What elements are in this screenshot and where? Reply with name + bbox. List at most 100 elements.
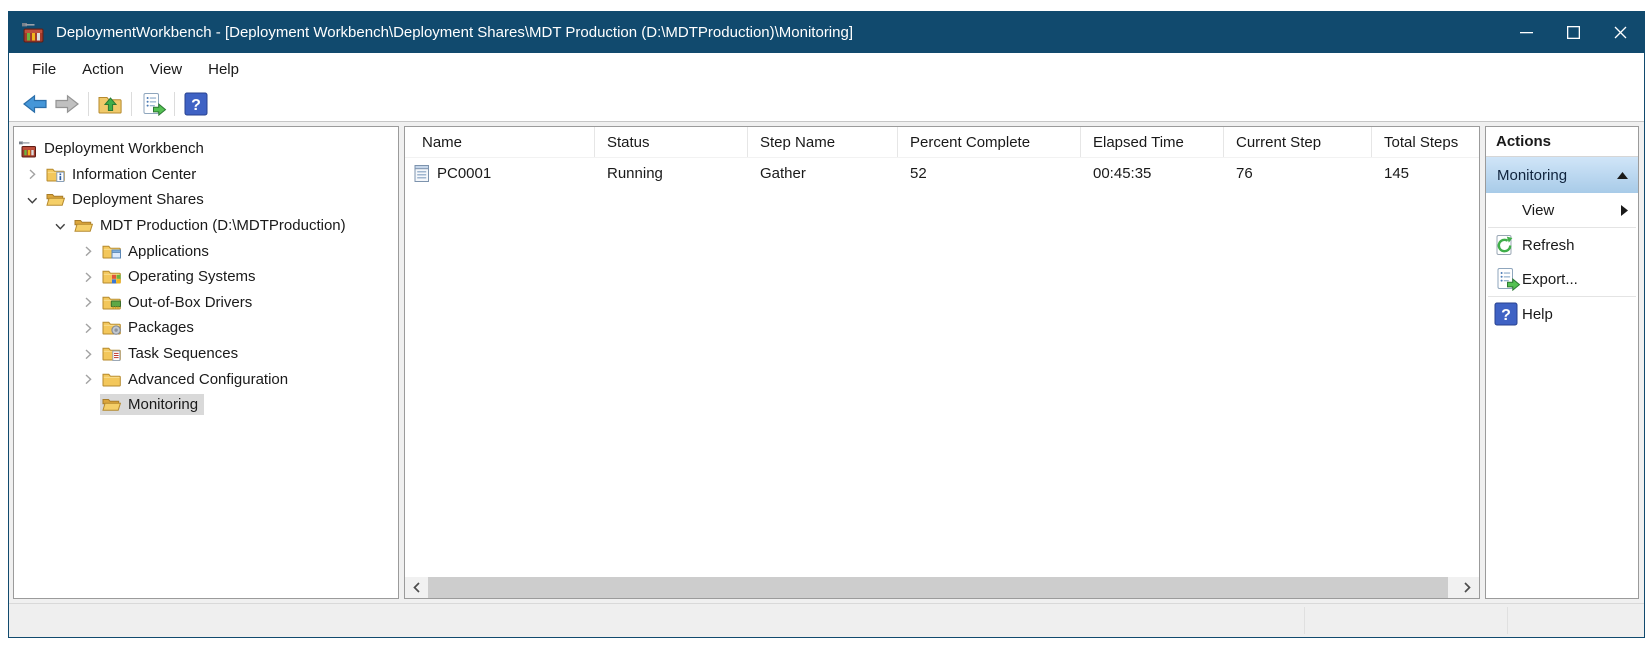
column-header-step-name[interactable]: Step Name: [748, 127, 898, 157]
chevron-right-icon[interactable]: [76, 294, 100, 310]
action-label: Refresh: [1522, 236, 1575, 254]
chevron-up-icon[interactable]: [1616, 171, 1629, 180]
computer-icon: [413, 164, 431, 183]
export-list-icon: [1494, 267, 1522, 291]
tree-item-monitoring[interactable]: Monitoring: [14, 392, 398, 418]
tree-item-content: Applications: [100, 241, 215, 262]
chevron-down-icon[interactable]: [20, 192, 44, 208]
action-label: Export...: [1522, 270, 1578, 288]
toolbar-separator: [174, 91, 175, 116]
export-list-button[interactable]: [137, 89, 169, 119]
up-one-level-button[interactable]: [94, 89, 126, 119]
actions-group-monitoring[interactable]: Monitoring: [1486, 157, 1638, 193]
list-body: PC0001 Running Gather 52 00:45:35 76 145: [405, 158, 1479, 188]
action-refresh[interactable]: Refresh: [1486, 228, 1638, 262]
tree-item-task-sequences[interactable]: Task Sequences: [14, 341, 398, 367]
toolbar: ?: [9, 86, 1644, 122]
status-bar-divider: [1507, 607, 1508, 634]
column-header-elapsed-time[interactable]: Elapsed Time: [1081, 127, 1224, 157]
scroll-right-button[interactable]: [1456, 577, 1479, 598]
tree-item-packages[interactable]: Packages: [14, 315, 398, 341]
tree-item-label: Deployment Workbench: [44, 140, 204, 158]
column-header-name[interactable]: Name: [405, 127, 595, 157]
actions-pane: Actions Monitoring View Refresh Export...?…: [1485, 126, 1639, 599]
tree-item-mdt-production-d-mdtproduction[interactable]: MDT Production (D:\MDTProduction): [14, 213, 398, 239]
minimize-button[interactable]: [1503, 12, 1550, 53]
tree-item-out-of-box-drivers[interactable]: Out-of-Box Drivers: [14, 290, 398, 316]
svg-text:?: ?: [1501, 307, 1511, 324]
forward-icon: [54, 93, 80, 115]
tree-item-label: Task Sequences: [128, 345, 239, 363]
column-header-label: Percent Complete: [910, 133, 1031, 151]
help-icon: ?: [1494, 302, 1522, 326]
cell-elapsed-time: 00:45:35: [1081, 165, 1224, 182]
workbench-icon: [18, 140, 42, 158]
tree-item-operating-systems[interactable]: Operating Systems: [14, 264, 398, 290]
tree-item-deployment-shares[interactable]: Deployment Shares: [14, 187, 398, 213]
back-button[interactable]: [19, 89, 51, 119]
help-button[interactable]: ?: [180, 89, 212, 119]
column-header-percent-complete[interactable]: Percent Complete: [898, 127, 1081, 157]
scrollbar-thumb[interactable]: [428, 577, 1449, 598]
list-header: Name Status Step Name Percent Complete Elaps…: [405, 127, 1479, 158]
chevron-right-icon[interactable]: [76, 320, 100, 336]
forward-button: [51, 89, 83, 119]
cell-step-name: Gather: [748, 165, 898, 182]
menu-action[interactable]: Action: [82, 61, 124, 78]
tree-item-content: Task Sequences: [100, 343, 244, 364]
tree-item-label: Operating Systems: [128, 268, 256, 286]
cell-value: 52: [910, 164, 927, 182]
action-export[interactable]: Export...: [1486, 262, 1638, 296]
folder-info-icon: [46, 167, 70, 182]
toolbox-icon: [20, 20, 46, 45]
refresh-icon: [1494, 234, 1522, 257]
tree-item-advanced-configuration[interactable]: Advanced Configuration: [14, 366, 398, 392]
content-area: Deployment Workbench Information Center De…: [9, 122, 1644, 603]
tree-item-applications[interactable]: Applications: [14, 238, 398, 264]
chevron-right-icon[interactable]: [76, 269, 100, 285]
chevron-right-icon[interactable]: [76, 371, 100, 387]
toolbar-separator: [131, 91, 132, 116]
toolbar-separator: [88, 91, 89, 116]
menu-file[interactable]: File: [32, 61, 57, 78]
chevron-right-icon[interactable]: [1620, 204, 1629, 217]
svg-text:?: ?: [191, 97, 201, 114]
actions-pane-title: Actions: [1486, 127, 1638, 157]
scroll-left-button[interactable]: [405, 577, 428, 598]
tree-item-content: Deployment Workbench: [16, 138, 210, 160]
tree-item-deployment-workbench[interactable]: Deployment Workbench: [14, 136, 398, 162]
chevron-right-icon[interactable]: [20, 166, 44, 182]
tree-item-label: Applications: [128, 242, 209, 260]
window-title: DeploymentWorkbench - [Deployment Workbe…: [56, 24, 853, 41]
tree-item-label: MDT Production (D:\MDTProduction): [100, 217, 346, 235]
tree-item-label: Monitoring: [128, 396, 199, 414]
close-button[interactable]: [1597, 12, 1644, 53]
chevron-right-icon[interactable]: [76, 243, 100, 259]
chevron-right-icon[interactable]: [76, 346, 100, 362]
tree-item-content: Operating Systems: [100, 266, 262, 287]
column-header-current-step[interactable]: Current Step: [1224, 127, 1372, 157]
menu-help[interactable]: Help: [208, 61, 239, 78]
action-view[interactable]: View: [1486, 193, 1638, 227]
up-one-level-icon: [97, 92, 123, 115]
menu-view[interactable]: View: [149, 61, 183, 78]
title-bar: DeploymentWorkbench - [Deployment Workbe…: [9, 12, 1644, 53]
scroll-left-icon: [412, 582, 421, 593]
horizontal-scrollbar[interactable]: [405, 577, 1479, 598]
action-help[interactable]: ? Help: [1486, 297, 1638, 331]
tree-item-content: Packages: [100, 317, 200, 338]
menu-bar: File Action View Help: [9, 53, 1644, 86]
column-header-label: Status: [607, 133, 650, 151]
scroll-right-icon: [1463, 582, 1472, 593]
folder-drivers-icon: [102, 295, 126, 310]
cell-name: PC0001: [405, 164, 595, 183]
tree-item-information-center[interactable]: Information Center: [14, 162, 398, 188]
maximize-button[interactable]: [1550, 12, 1597, 53]
chevron-down-icon[interactable]: [48, 218, 72, 234]
column-header-label: Elapsed Time: [1093, 133, 1184, 151]
tree-item-label: Advanced Configuration: [128, 370, 289, 388]
column-header-total-steps[interactable]: Total Steps: [1372, 127, 1479, 157]
table-row[interactable]: PC0001 Running Gather 52 00:45:35 76 145: [405, 158, 1479, 188]
minimize-icon: [1520, 26, 1533, 39]
column-header-status[interactable]: Status: [595, 127, 748, 157]
